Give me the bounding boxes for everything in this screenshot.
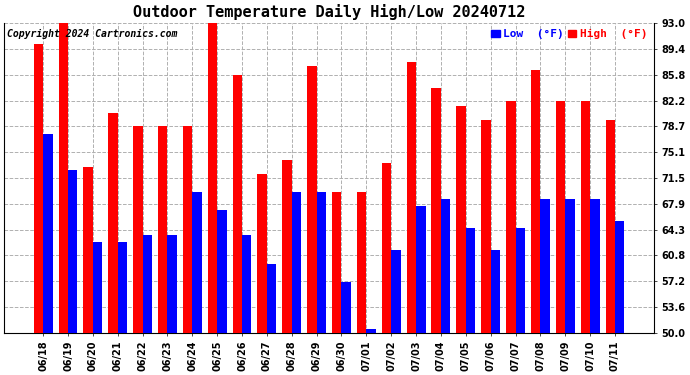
Bar xyxy=(108,113,118,333)
Bar xyxy=(590,199,600,333)
Bar xyxy=(208,23,217,333)
Bar xyxy=(34,44,43,333)
Bar xyxy=(441,199,451,333)
Bar xyxy=(416,207,426,333)
Bar xyxy=(342,282,351,333)
Bar xyxy=(317,192,326,333)
Bar xyxy=(531,69,540,333)
Bar xyxy=(282,160,292,333)
Bar xyxy=(382,163,391,333)
Bar xyxy=(565,199,575,333)
Bar xyxy=(168,235,177,333)
Bar xyxy=(540,199,550,333)
Bar xyxy=(431,88,441,333)
Bar xyxy=(391,250,401,333)
Legend: Low  (°F), High  (°F): Low (°F), High (°F) xyxy=(490,28,649,40)
Bar xyxy=(257,174,267,333)
Bar xyxy=(143,235,152,333)
Bar xyxy=(332,192,342,333)
Bar xyxy=(606,120,615,333)
Bar xyxy=(233,75,242,333)
Bar xyxy=(83,167,93,333)
Bar xyxy=(555,100,565,333)
Bar xyxy=(307,66,317,333)
Bar xyxy=(481,120,491,333)
Bar xyxy=(515,228,525,333)
Bar xyxy=(491,250,500,333)
Bar xyxy=(456,106,466,333)
Bar xyxy=(59,23,68,333)
Bar xyxy=(193,192,201,333)
Bar xyxy=(292,192,302,333)
Bar xyxy=(466,228,475,333)
Bar xyxy=(406,62,416,333)
Bar xyxy=(242,235,251,333)
Bar xyxy=(581,100,590,333)
Bar xyxy=(118,243,127,333)
Bar xyxy=(217,210,226,333)
Bar xyxy=(93,243,102,333)
Text: Copyright 2024 Cartronics.com: Copyright 2024 Cartronics.com xyxy=(8,29,178,39)
Bar xyxy=(183,126,193,333)
Bar xyxy=(43,134,52,333)
Bar xyxy=(267,264,277,333)
Bar xyxy=(366,329,376,333)
Bar xyxy=(615,221,624,333)
Bar xyxy=(357,192,366,333)
Bar xyxy=(68,171,77,333)
Bar xyxy=(158,126,168,333)
Bar xyxy=(506,100,515,333)
Bar xyxy=(133,126,143,333)
Title: Outdoor Temperature Daily High/Low 20240712: Outdoor Temperature Daily High/Low 20240… xyxy=(133,4,525,20)
